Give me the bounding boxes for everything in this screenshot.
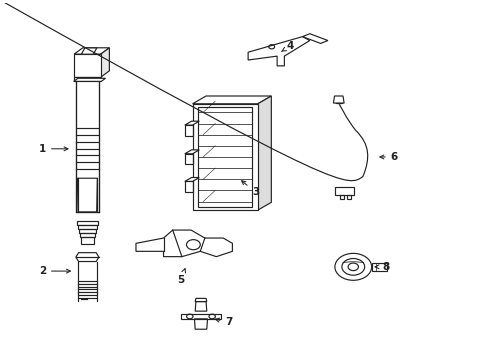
Polygon shape bbox=[74, 48, 109, 54]
Polygon shape bbox=[257, 96, 271, 210]
Text: 2: 2 bbox=[39, 266, 70, 276]
Polygon shape bbox=[74, 78, 105, 81]
Text: 5: 5 bbox=[177, 269, 185, 285]
Polygon shape bbox=[247, 37, 309, 66]
Polygon shape bbox=[302, 34, 327, 44]
Text: 8: 8 bbox=[374, 262, 389, 272]
Polygon shape bbox=[184, 150, 199, 154]
Polygon shape bbox=[184, 121, 199, 125]
Text: 3: 3 bbox=[241, 181, 259, 197]
Text: 7: 7 bbox=[215, 318, 232, 328]
Polygon shape bbox=[136, 230, 232, 257]
Polygon shape bbox=[192, 104, 257, 210]
Polygon shape bbox=[76, 81, 99, 212]
Text: 6: 6 bbox=[379, 152, 397, 162]
Polygon shape bbox=[192, 96, 271, 104]
Polygon shape bbox=[74, 77, 101, 81]
Text: 1: 1 bbox=[39, 144, 68, 154]
Text: 4: 4 bbox=[281, 41, 293, 51]
Polygon shape bbox=[81, 48, 97, 54]
Polygon shape bbox=[184, 177, 199, 181]
Polygon shape bbox=[101, 48, 109, 77]
Polygon shape bbox=[77, 178, 97, 212]
Polygon shape bbox=[74, 54, 101, 77]
